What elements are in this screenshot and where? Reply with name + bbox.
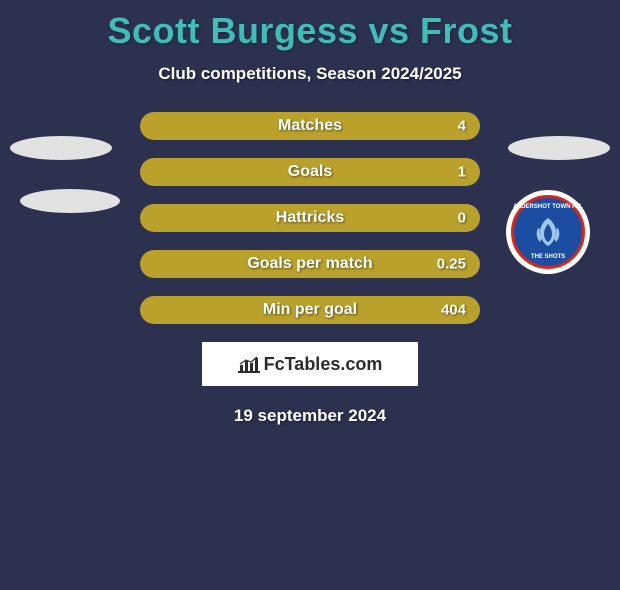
- stat-value: 4: [458, 118, 466, 135]
- stat-row: Goals per match 0.25: [140, 250, 480, 278]
- stat-label: Hattricks: [276, 209, 344, 227]
- fctables-logo: FcTables.com: [202, 342, 418, 386]
- stat-row: Matches 4: [140, 112, 480, 140]
- stat-label: Matches: [278, 117, 342, 135]
- page-title: Scott Burgess vs Frost: [0, 10, 620, 52]
- stats-container: Matches 4 Goals 1 Hattricks 0 Goals per match 0…: [0, 112, 620, 324]
- stat-value: 404: [441, 302, 466, 319]
- stat-row: Hattricks 0: [140, 204, 480, 232]
- stat-label: Min per goal: [263, 301, 357, 319]
- stat-row: Min per goal 404: [140, 296, 480, 324]
- stat-row: Goals 1: [140, 158, 480, 186]
- date-text: 19 september 2024: [0, 406, 620, 426]
- stat-value: 0: [458, 210, 466, 227]
- stat-label: Goals: [288, 163, 332, 181]
- stat-value: 1: [458, 164, 466, 181]
- bar-chart-icon: [238, 355, 260, 373]
- stat-value: 0.25: [437, 256, 466, 273]
- stat-label: Goals per match: [247, 255, 372, 273]
- subtitle: Club competitions, Season 2024/2025: [0, 64, 620, 84]
- logo-text: FcTables.com: [264, 354, 383, 375]
